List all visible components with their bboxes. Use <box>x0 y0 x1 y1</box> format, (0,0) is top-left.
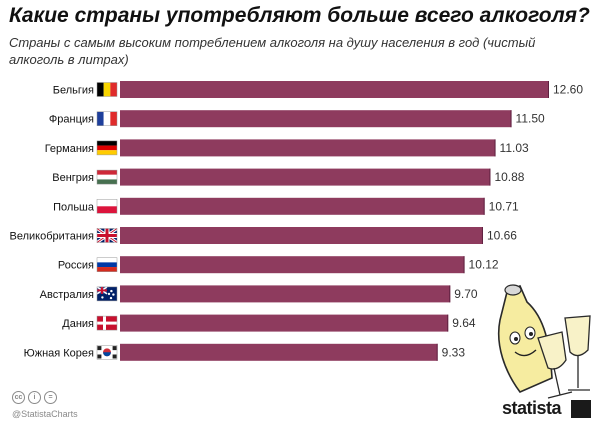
flag-uk-icon <box>96 227 118 244</box>
flag-australia-icon <box>96 286 118 302</box>
bar <box>120 256 465 274</box>
bar <box>120 285 451 303</box>
category-label: Германия <box>45 143 94 155</box>
category-label: Южная Корея <box>24 347 94 359</box>
champagne-glass-icon <box>537 331 567 370</box>
category-label: Великобритания <box>10 231 95 243</box>
statista-logo-text: statista <box>502 398 562 418</box>
bar-edge <box>463 256 465 274</box>
value-label: 10.88 <box>494 170 524 184</box>
glass-stem-icon <box>568 356 590 391</box>
bar-edge <box>483 197 485 215</box>
bar-edge <box>449 285 451 303</box>
license-icons: cc i = <box>12 391 57 404</box>
flag-hungary-icon <box>96 169 118 185</box>
flag-south-korea-icon <box>96 345 118 360</box>
flag-belgium-icon <box>96 82 118 97</box>
category-label: Венгрия <box>52 172 94 184</box>
bar <box>120 81 549 98</box>
no-derivatives-icon: = <box>44 391 57 404</box>
category-label: Дания <box>62 318 94 330</box>
bar-edge <box>481 227 483 244</box>
champagne-illustration <box>497 284 591 399</box>
bottle-smile-icon <box>514 349 537 357</box>
flag-germany-icon <box>96 140 118 156</box>
bar <box>120 110 512 128</box>
value-label: 12.60 <box>553 83 583 97</box>
value-label: 9.64 <box>452 316 476 330</box>
glass-stem-icon <box>547 367 573 399</box>
bar <box>120 343 438 361</box>
flag-russia-icon <box>96 257 118 272</box>
bar-edge <box>548 81 549 98</box>
bar <box>120 139 496 157</box>
category-label: Бельгия <box>53 85 94 97</box>
champagne-glass-icon <box>564 315 591 357</box>
category-label: Австралия <box>40 289 94 301</box>
creative-commons-icon: cc <box>12 391 25 404</box>
chart-subtitle: Страны с самым высоким потреблением алко… <box>9 35 536 67</box>
bar <box>120 314 449 332</box>
category-label: Польша <box>53 201 95 213</box>
value-label: 10.71 <box>489 199 519 213</box>
value-label: 9.33 <box>442 345 466 359</box>
value-label: 11.03 <box>500 141 529 155</box>
value-label: 11.50 <box>516 112 545 126</box>
bottle-cork-icon <box>504 284 522 296</box>
bar-edge <box>447 314 449 332</box>
bottle-pupil-icon <box>514 337 518 341</box>
bar <box>120 227 483 244</box>
value-label: 10.66 <box>487 229 517 243</box>
flag-denmark-icon <box>96 315 118 331</box>
attribution-icon: i <box>28 391 41 404</box>
value-label: 10.12 <box>469 258 499 272</box>
flag-france-icon <box>96 111 118 126</box>
category-label: Франция <box>49 114 94 126</box>
flag-poland-icon <box>96 199 118 214</box>
bar <box>120 168 491 186</box>
bar-edge <box>489 168 491 186</box>
champagne-bottle-icon <box>497 284 553 393</box>
bar-edge <box>494 139 496 157</box>
bottle-pupil-icon <box>529 332 533 336</box>
bar <box>120 197 485 215</box>
bar-edge <box>436 343 438 361</box>
bar-edge <box>510 110 512 128</box>
chart-title: Какие страны употребляют больше всего ал… <box>9 4 590 27</box>
value-label: 9.70 <box>454 287 478 301</box>
statista-logo-icon <box>571 400 591 418</box>
category-label: Россия <box>58 260 94 272</box>
twitter-handle: @StatistaCharts <box>12 409 78 419</box>
